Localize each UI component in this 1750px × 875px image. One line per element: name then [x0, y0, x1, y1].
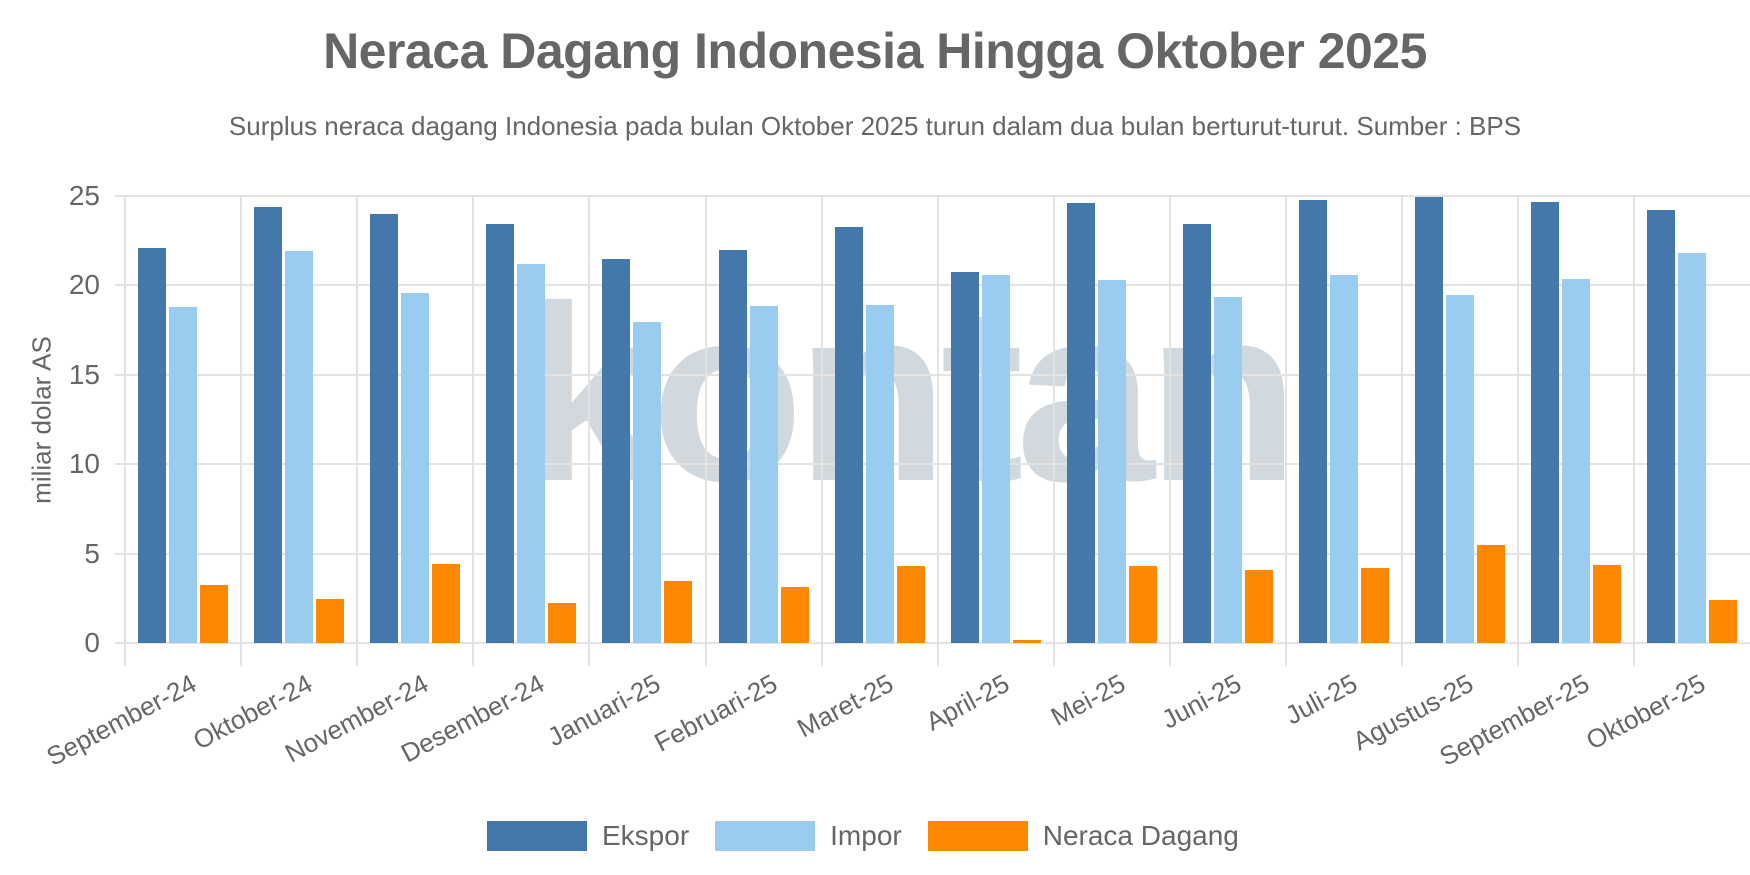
gridline-vertical	[240, 196, 243, 666]
gridline-vertical	[820, 196, 823, 666]
y-tick-label: 10	[68, 448, 100, 480]
gridline-vertical	[704, 196, 707, 666]
bar-neraca-dagang[interactable]	[1244, 569, 1273, 643]
x-tick-label: Juli-25	[1280, 668, 1363, 731]
legend-item-impor[interactable]: Impor	[715, 820, 902, 852]
x-tick-label: Mei-25	[1045, 668, 1130, 732]
x-tick-label: April-25	[920, 668, 1014, 737]
bar-neraca-dagang[interactable]	[896, 565, 925, 643]
gridline-horizontal	[115, 552, 1750, 555]
bar-neraca-dagang[interactable]	[1709, 600, 1738, 643]
legend-swatch	[927, 821, 1028, 851]
bar-ekspor[interactable]	[950, 272, 979, 643]
bar-ekspor[interactable]	[1415, 196, 1444, 643]
bar-ekspor[interactable]	[602, 259, 631, 643]
bar-ekspor[interactable]	[1647, 209, 1676, 643]
legend: Ekspor Impor Neraca Dagang	[487, 820, 1265, 852]
gridline-vertical	[588, 196, 591, 666]
gridline-horizontal	[115, 284, 1750, 287]
bar-neraca-dagang[interactable]	[1477, 544, 1506, 643]
bar-neraca-dagang[interactable]	[1128, 566, 1157, 643]
bar-impor[interactable]	[1097, 279, 1126, 643]
bar-impor[interactable]	[749, 305, 778, 643]
y-tick-label: 5	[84, 537, 100, 569]
chart-title: Neraca Dagang Indonesia Hingga Oktober 2…	[323, 23, 1427, 79]
gridline-vertical	[1052, 196, 1055, 666]
gridline-horizontal	[115, 642, 1750, 644]
gridline-vertical	[1401, 196, 1404, 666]
x-tick-label: Oktober-25	[1581, 668, 1711, 756]
bar-neraca-dagang[interactable]	[1012, 640, 1041, 643]
y-tick-label: 25	[68, 180, 100, 211]
gridline-horizontal	[115, 373, 1750, 376]
bar-ekspor[interactable]	[370, 213, 399, 643]
bar-neraca-dagang[interactable]	[548, 602, 577, 643]
gridline-vertical	[1633, 196, 1636, 666]
bar-impor[interactable]	[633, 322, 662, 643]
plot-area	[115, 195, 1750, 666]
chart-subtitle: Surplus neraca dagang Indonesia pada bul…	[228, 111, 1522, 141]
bar-impor[interactable]	[1330, 275, 1358, 643]
bar-ekspor[interactable]	[486, 223, 515, 643]
bar-neraca-dagang[interactable]	[1593, 565, 1622, 643]
x-tick-label: September-24	[41, 668, 202, 772]
bar-ekspor[interactable]	[1531, 201, 1560, 643]
legend-label: Neraca Dagang	[1042, 820, 1239, 851]
gridline-vertical	[124, 196, 126, 666]
bar-ekspor[interactable]	[254, 206, 283, 643]
y-tick-label: 15	[68, 358, 100, 390]
bar-ekspor[interactable]	[834, 227, 863, 643]
bar-neraca-dagang[interactable]	[780, 587, 809, 643]
bar-impor[interactable]	[865, 304, 894, 643]
bar-neraca-dagang[interactable]	[200, 584, 228, 643]
bar-neraca-dagang[interactable]	[432, 563, 461, 643]
x-tick-label: Februari-25	[648, 668, 782, 758]
gridline-vertical	[472, 196, 475, 666]
bar-impor[interactable]	[1678, 252, 1707, 643]
bar-ekspor[interactable]	[138, 248, 166, 643]
bar-impor[interactable]	[285, 250, 314, 643]
bar-impor[interactable]	[517, 263, 546, 643]
bar-impor[interactable]	[1562, 279, 1591, 643]
x-tick-label: Juni-25	[1156, 668, 1246, 735]
legend-swatch	[715, 821, 816, 851]
bar-neraca-dagang[interactable]	[1361, 568, 1389, 643]
legend-item-neraca-dagang[interactable]: Neraca Dagang	[927, 820, 1239, 852]
gridline-vertical	[1168, 196, 1171, 666]
gridline-vertical	[1285, 196, 1287, 666]
gridline-vertical	[1517, 196, 1520, 666]
bar-impor[interactable]	[1446, 294, 1475, 643]
bar-ekspor[interactable]	[1299, 200, 1327, 643]
bar-ekspor[interactable]	[1066, 202, 1095, 643]
bar-impor[interactable]	[169, 306, 197, 643]
bar-impor[interactable]	[401, 292, 430, 643]
legend-label: Impor	[830, 820, 902, 851]
x-tick-label: Januari-25	[542, 668, 666, 753]
y-tick-label: 20	[68, 269, 100, 301]
bar-neraca-dagang[interactable]	[316, 598, 345, 643]
gridline-vertical	[936, 196, 939, 666]
bar-ekspor[interactable]	[718, 250, 747, 643]
legend-swatch	[487, 821, 587, 851]
bar-ekspor[interactable]	[1182, 223, 1211, 643]
bar-impor[interactable]	[1213, 297, 1242, 643]
legend-item-ekspor[interactable]: Ekspor	[487, 820, 689, 852]
legend-label: Ekspor	[602, 820, 690, 851]
gridline-vertical	[356, 196, 359, 666]
y-tick-label: 0	[84, 627, 100, 658]
bar-neraca-dagang[interactable]	[664, 580, 693, 643]
bar-impor[interactable]	[981, 275, 1010, 643]
gridline-horizontal	[115, 195, 1750, 197]
x-tick-label: Maret-25	[791, 668, 898, 744]
gridline-horizontal	[115, 463, 1750, 466]
